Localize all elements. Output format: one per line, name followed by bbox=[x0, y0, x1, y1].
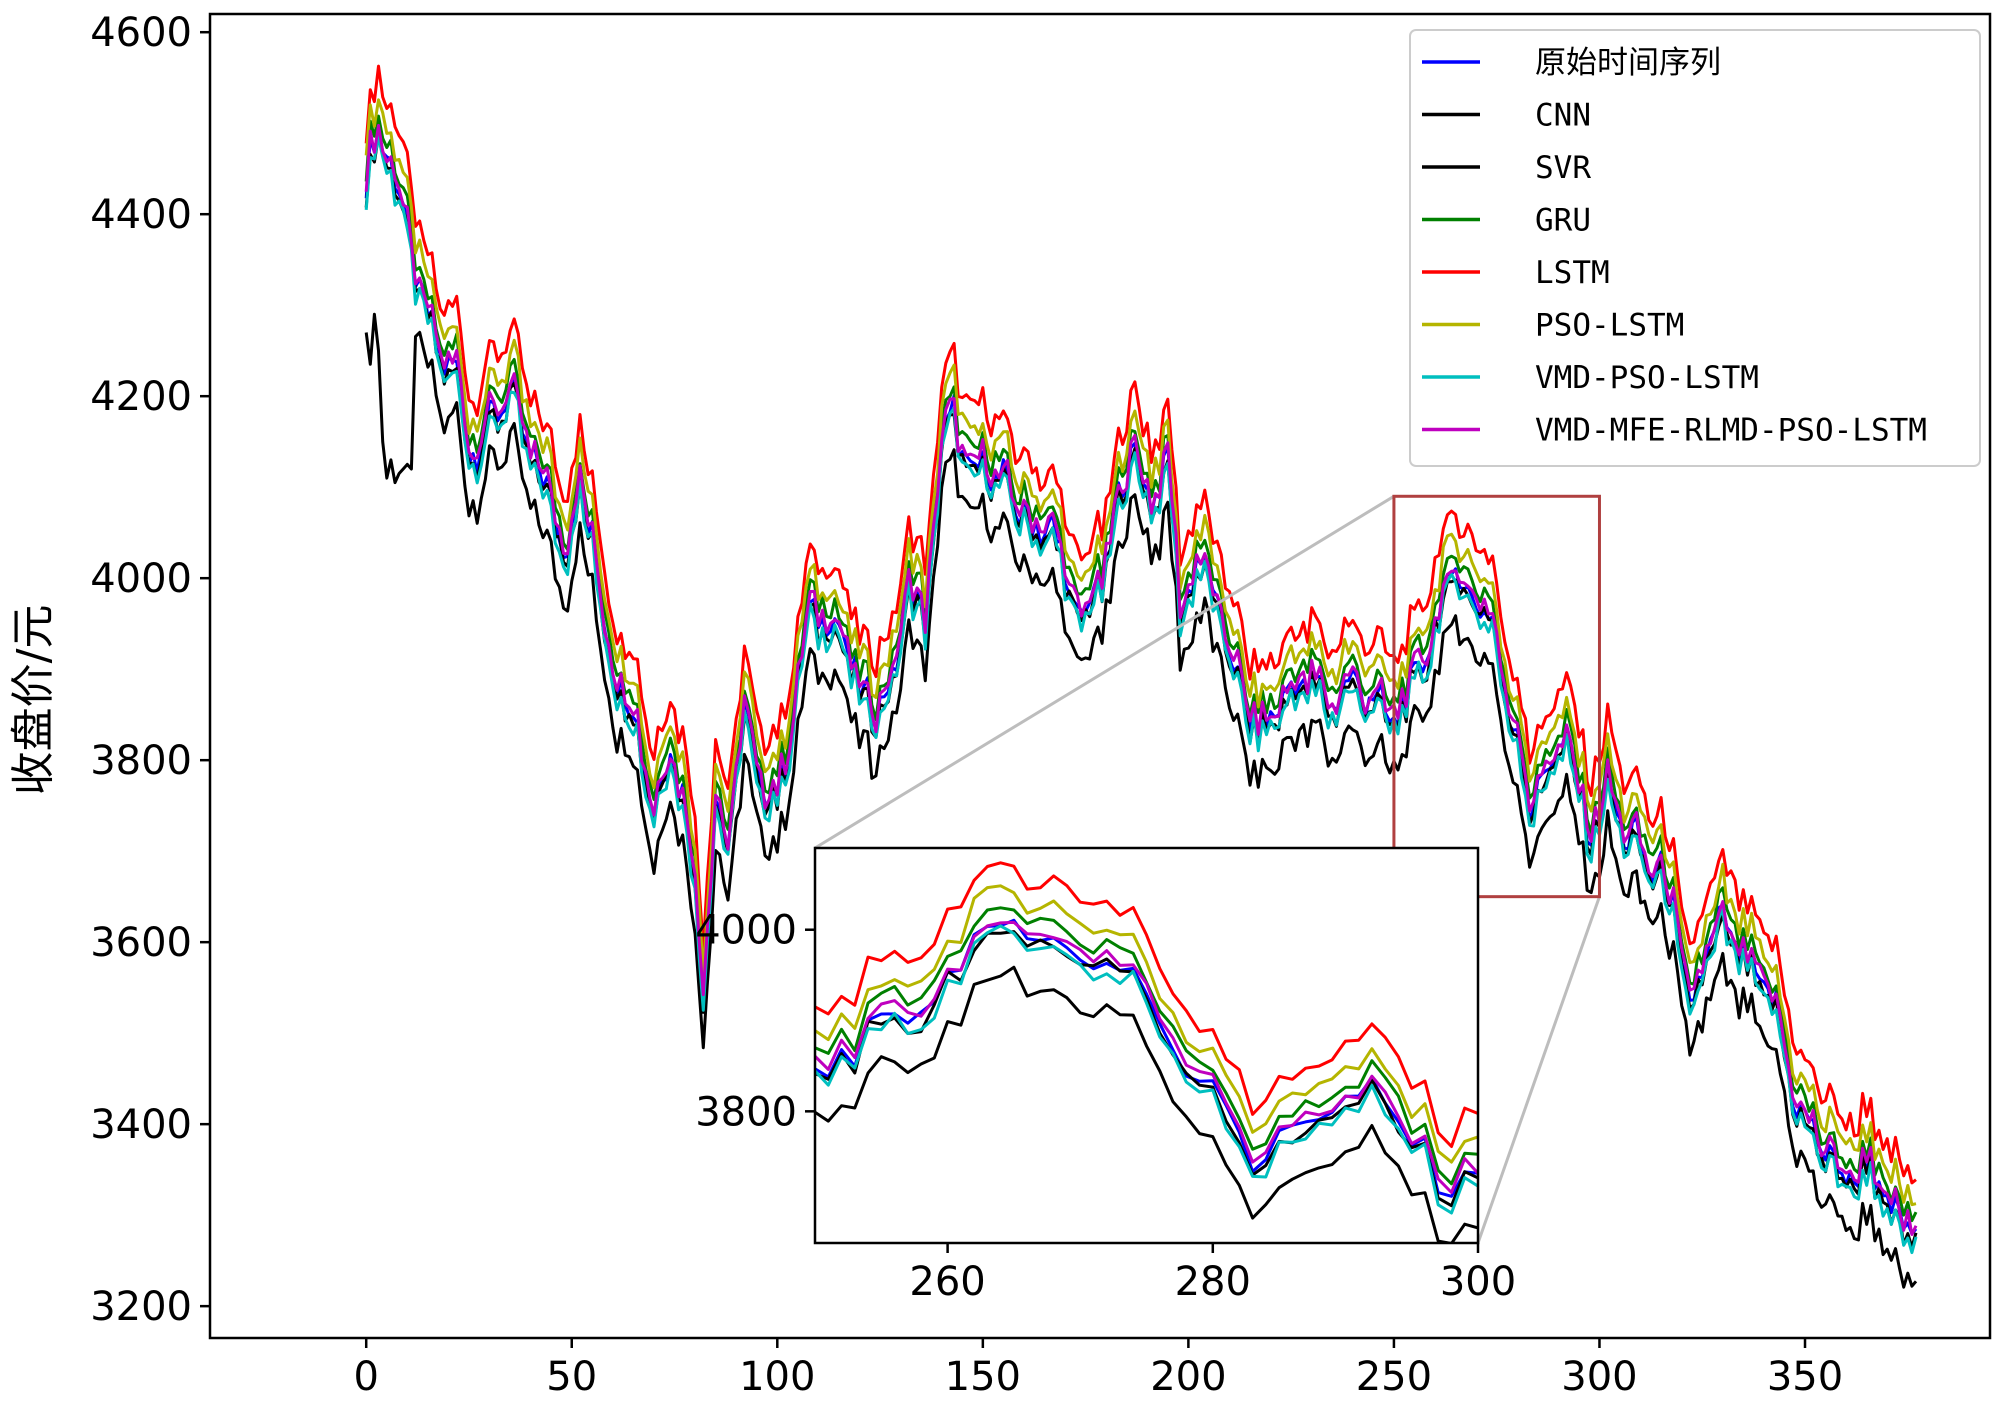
legend-label: SVR bbox=[1535, 150, 1591, 186]
plot-frame bbox=[208, 12, 1992, 1340]
inset-plot-area bbox=[815, 861, 1478, 1243]
x-tick-label: 250 bbox=[1356, 1354, 1432, 1400]
y-tick-label: 4400 bbox=[90, 192, 192, 238]
inset-frame bbox=[813, 846, 1480, 1245]
x-tick-label: 150 bbox=[945, 1354, 1021, 1400]
main-axes: 0 50 100 150 200 250 300 350 3200 3400 3600 3800 400… bbox=[90, 10, 1992, 1400]
x-tick-label: 300 bbox=[1561, 1354, 1637, 1400]
inset-y-tick-label: 3800 bbox=[695, 1089, 797, 1135]
legend-label: 原始时间序列 bbox=[1535, 45, 1721, 81]
legend-label: VMD-PSO-LSTM bbox=[1535, 360, 1759, 396]
series-line-4 bbox=[364, 64, 1917, 1185]
main-plot-area bbox=[364, 64, 1918, 1289]
inset-zoom: 260 280 300 3800 4000 bbox=[695, 494, 1601, 1305]
inset-series-line-2 bbox=[815, 965, 1478, 1243]
inset-y-tick-label: 4000 bbox=[695, 908, 797, 954]
series-line-6 bbox=[364, 135, 1918, 1255]
zoom-highlight-box bbox=[1392, 494, 1601, 899]
y-axis-label: 收盘价/元 bbox=[8, 605, 59, 796]
inset-series-line-6 bbox=[815, 924, 1478, 1215]
legend-label: LSTM bbox=[1535, 255, 1610, 291]
inset-x-tick-label: 280 bbox=[1175, 1259, 1251, 1305]
y-tick-label: 3400 bbox=[90, 1102, 192, 1148]
y-tick-label: 4000 bbox=[90, 556, 192, 602]
legend: 原始时间序列 CNN SVR GRU LSTM PSO-LSTM VMD-PSO-LSTM V… bbox=[1409, 29, 1981, 467]
x-tick-label: 100 bbox=[739, 1354, 815, 1400]
y-tick-label: 3600 bbox=[90, 920, 192, 966]
series-line-7 bbox=[364, 123, 1918, 1236]
series-line-2 bbox=[364, 312, 1918, 1289]
y-tick-label: 4600 bbox=[90, 10, 192, 56]
inset-series-line-5 bbox=[815, 884, 1478, 1164]
legend-label: VMD-MFE-RLMD-PSO-LSTM bbox=[1535, 413, 1927, 449]
legend-label: CNN bbox=[1535, 98, 1591, 134]
x-tick-label: 350 bbox=[1767, 1354, 1843, 1400]
x-tick-label: 200 bbox=[1150, 1354, 1226, 1400]
y-tick-label: 3800 bbox=[90, 738, 192, 784]
inset-series-line-4 bbox=[815, 861, 1478, 1148]
inset-x-tick-label: 260 bbox=[909, 1259, 985, 1305]
x-tick-label: 0 bbox=[353, 1354, 378, 1400]
x-tick-label: 50 bbox=[546, 1354, 597, 1400]
zoom-connector-line bbox=[814, 494, 1395, 850]
series-line-5 bbox=[364, 98, 1917, 1207]
y-tick-label: 3200 bbox=[90, 1284, 192, 1330]
legend-box bbox=[1409, 29, 1981, 467]
inset-x-tick-label: 300 bbox=[1440, 1259, 1516, 1305]
zoom-connector-line bbox=[1476, 896, 1601, 1244]
legend-label: GRU bbox=[1535, 203, 1591, 239]
inset-series-line-7 bbox=[815, 920, 1478, 1194]
y-tick-label: 4200 bbox=[90, 374, 192, 420]
legend-label: PSO-LSTM bbox=[1535, 308, 1684, 344]
